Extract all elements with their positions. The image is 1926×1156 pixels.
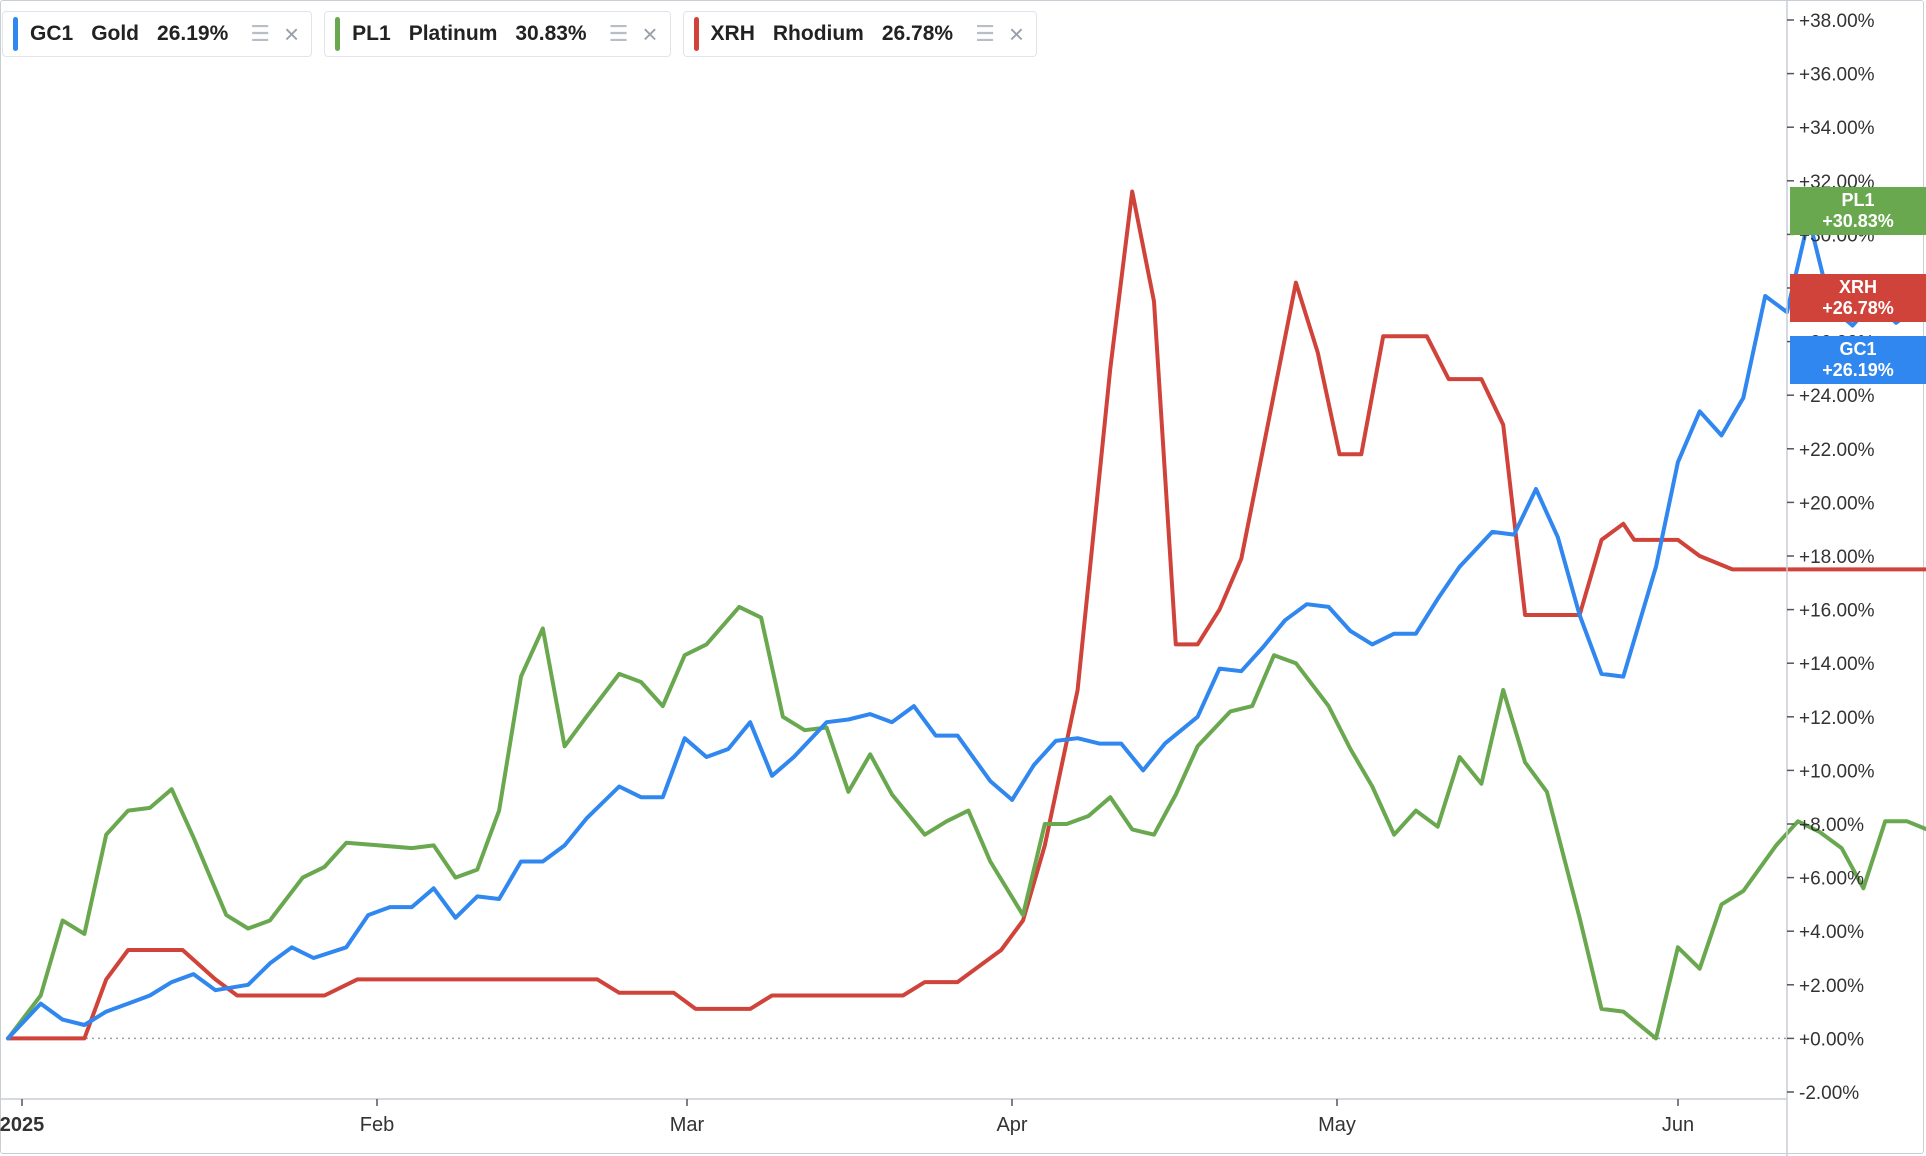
y-tick-label: +0.00% [1799,1029,1864,1050]
end-label-value: +26.19% [1822,360,1894,380]
series-line-xrh [6,189,1926,1041]
y-tick-label: +8.00% [1799,815,1864,836]
end-label-symbol: GC1 [1839,339,1877,359]
series-line-pl1 [6,604,1926,1041]
x-tick-label: 2025 [0,1114,44,1136]
y-tick-label: +24.00% [1799,386,1875,407]
close-icon[interactable]: × [1008,19,1025,49]
x-tick-label: Mar [670,1114,705,1136]
legend-symbol: PL1 [352,22,391,45]
y-tick-label: +10.00% [1799,761,1875,782]
legend-change: 26.78% [881,22,954,45]
y-tick-label: +2.00% [1799,976,1864,997]
y-tick-label: +38.00% [1799,11,1875,32]
y-tick-label: +20.00% [1799,493,1875,514]
y-tick-label: +6.00% [1799,869,1864,890]
end-label-value: +30.83% [1822,211,1894,231]
close-icon[interactable]: × [642,19,658,49]
legend-bar: GC1 Gold 26.19% ☰ × PL1 Platinum 30.83% … [2,11,1038,57]
x-tick-label: May [1318,1114,1356,1136]
end-label-symbol: XRH [1838,277,1877,297]
y-tick-label: +16.00% [1799,601,1875,622]
legend-change: 26.19% [157,22,229,45]
end-label-gc1: GC1 +26.19% [1790,336,1926,384]
y-tick-label: +14.00% [1799,654,1875,675]
legend-swatch-xrh [693,17,699,51]
legend-chip-pl1[interactable]: PL1 Platinum 30.83% ☰ × [324,11,671,57]
y-tick-label: +4.00% [1799,922,1864,943]
legend-name: Rhodium [772,22,864,45]
legend-symbol: GC1 [30,22,74,45]
y-tick-label: +22.00% [1799,440,1875,461]
x-tick-label: Apr [996,1114,1027,1136]
end-label-pl1: PL1 +30.83% [1790,187,1926,235]
legend-change: 30.83% [515,22,587,45]
y-tick-label: +12.00% [1799,708,1875,729]
layers-icon[interactable]: ☰ [975,21,995,46]
legend-swatch-gc1 [13,17,18,51]
legend-name: Platinum [408,22,498,45]
y-tick-label: +18.00% [1799,547,1875,568]
end-label-value: +26.78% [1822,298,1894,318]
close-icon[interactable]: × [283,19,300,49]
y-tick-label: -2.00% [1799,1083,1859,1104]
legend-symbol: XRH [710,22,755,45]
layers-icon[interactable]: ☰ [608,21,629,46]
y-tick-label: +34.00% [1799,118,1875,139]
legend-chip-xrh[interactable]: XRH Rhodium 26.78% ☰ × [682,11,1038,57]
end-label-symbol: PL1 [1841,190,1875,210]
legend-name: Gold [91,22,140,45]
legend-chip-gc1[interactable]: GC1 Gold 26.19% ☰ × [2,11,313,57]
end-label-xrh: XRH +26.78% [1790,274,1926,322]
layers-icon[interactable]: ☰ [250,21,270,46]
x-tick-label: Feb [360,1114,394,1136]
legend-swatch-pl1 [335,17,341,51]
x-tick-label: Jun [1662,1114,1694,1136]
series-line-gc1 [6,216,1926,1041]
y-tick-label: +36.00% [1799,65,1875,86]
